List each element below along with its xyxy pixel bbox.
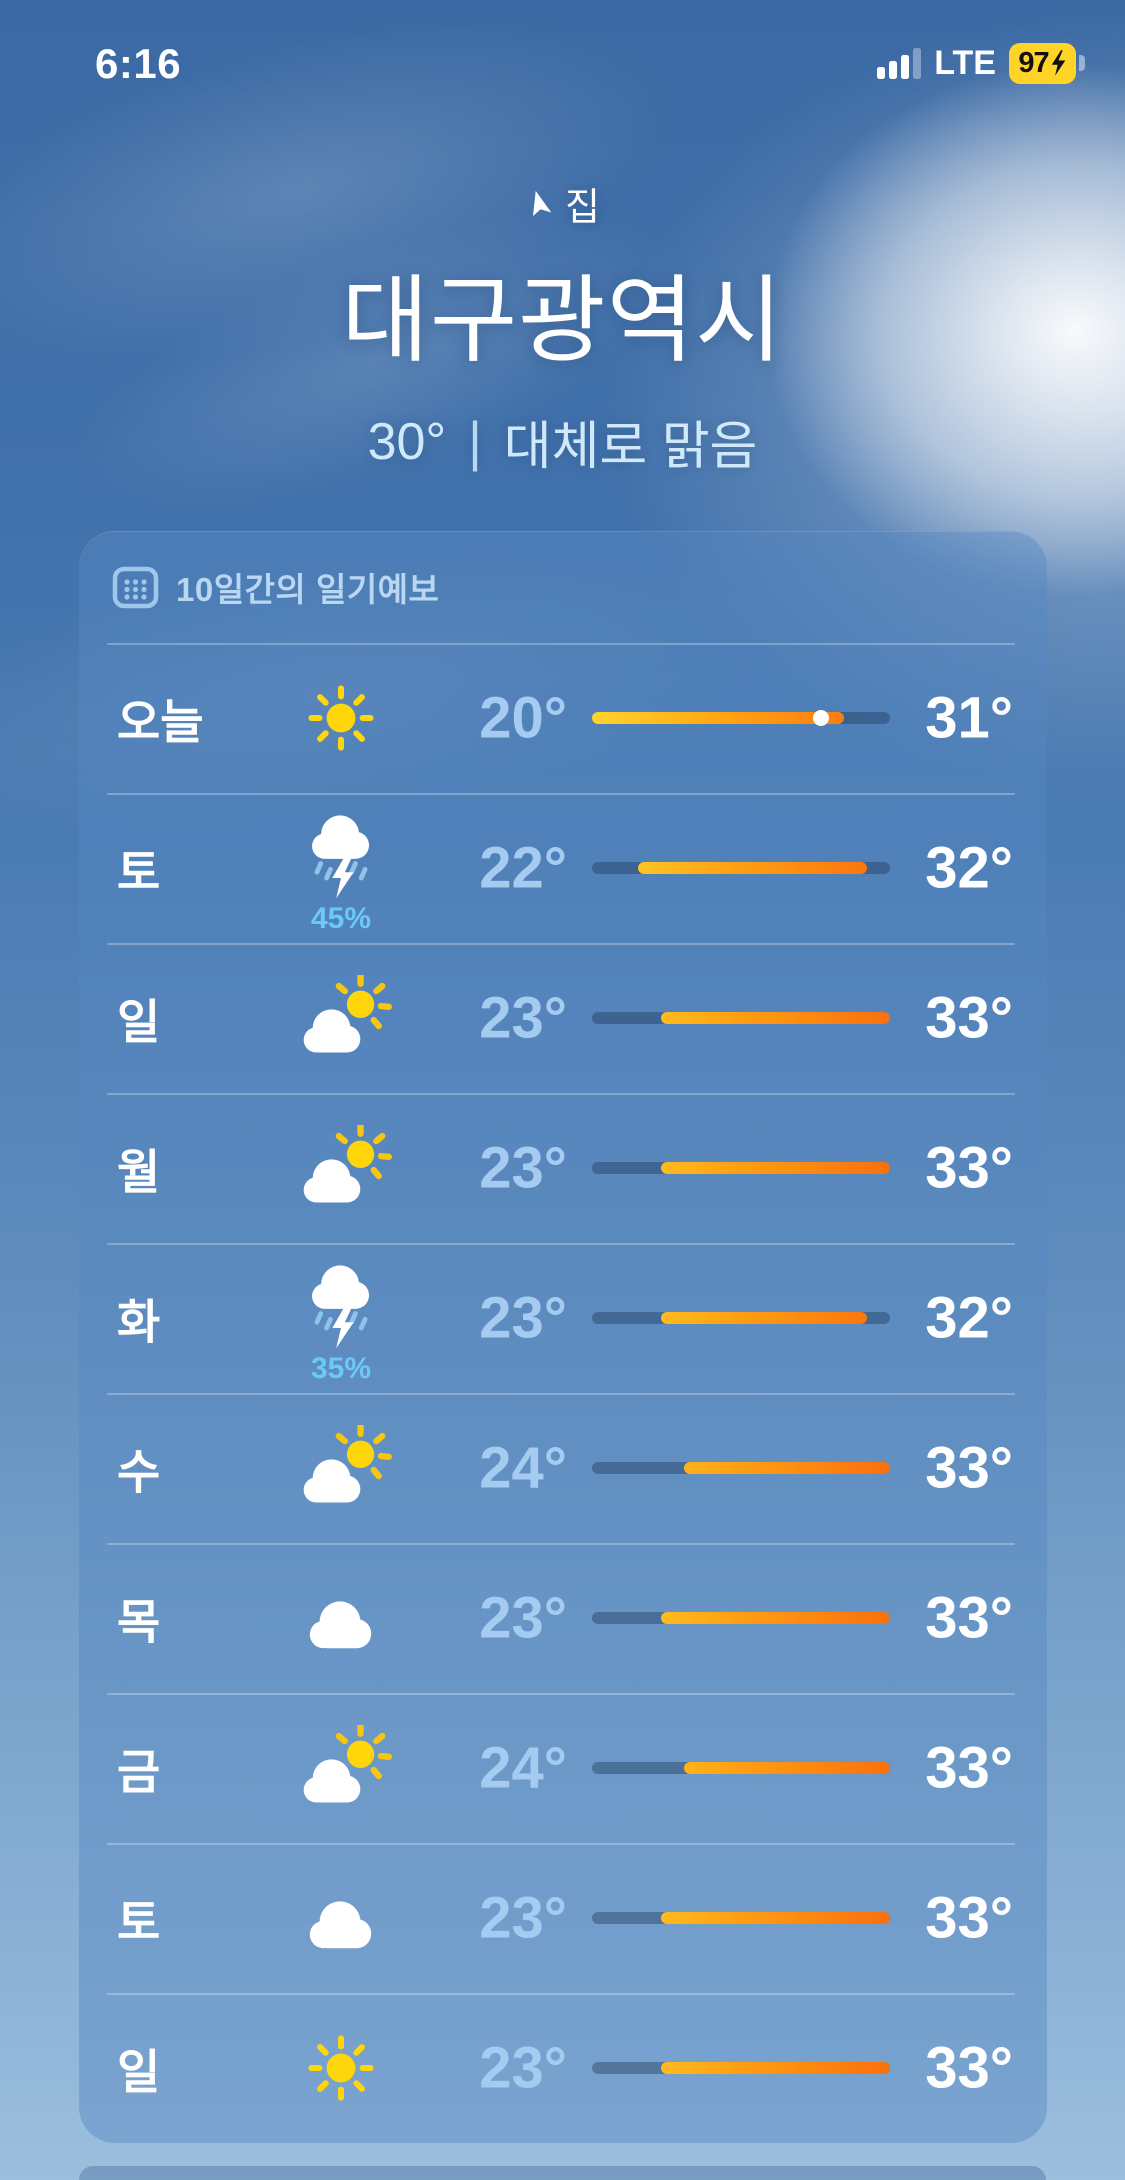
temp-range-bar xyxy=(592,1462,890,1474)
day-label: 목 xyxy=(117,1595,161,1649)
low-temp: 23° xyxy=(479,1885,567,1951)
high-temp: 31° xyxy=(925,685,1013,751)
forecast-row[interactable]: 화 35% 23° 32° xyxy=(79,1243,1047,1393)
temp-range-bar xyxy=(592,710,890,726)
forecast-row[interactable]: 일 23° 33° xyxy=(79,1993,1047,2143)
low-temp: 20° xyxy=(479,685,567,751)
network-type-label: LTE xyxy=(934,43,996,82)
day-label: 월 xyxy=(117,1145,161,1199)
location-label: 집 xyxy=(565,187,600,229)
battery-charging-icon: 97 xyxy=(1009,42,1085,84)
high-temp: 33° xyxy=(925,1885,1013,1951)
condition-text: 대체로 맑음 xyxy=(503,418,758,476)
low-temp: 22° xyxy=(479,835,567,901)
cloud-sun-icon xyxy=(277,1093,405,1243)
day-label: 일 xyxy=(117,995,161,1049)
clock: 6:16 xyxy=(95,40,182,87)
day-label: 토 xyxy=(117,845,161,899)
my-location-tag: 집 xyxy=(0,176,1125,231)
high-temp: 33° xyxy=(925,2035,1013,2101)
forecast-row[interactable]: 토 45% 22° 32° xyxy=(79,793,1047,943)
low-temp: 23° xyxy=(479,1285,567,1351)
battery-percent: 97 xyxy=(1018,46,1049,79)
low-temp: 24° xyxy=(479,1435,567,1501)
temp-range-bar xyxy=(592,1912,890,1924)
current-conditions-summary: 30° | 대체로 맑음 xyxy=(0,404,1125,479)
forecast-row[interactable]: 토 23° 33° xyxy=(79,1843,1047,1993)
summary-separator: | xyxy=(468,411,482,472)
day-label: 수 xyxy=(117,1445,161,1499)
day-label: 화 xyxy=(117,1295,161,1349)
day-label: 오늘 xyxy=(117,695,204,749)
next-card-peek xyxy=(79,2166,1046,2180)
forecast-row[interactable]: 금 24° 33° xyxy=(79,1693,1047,1843)
high-temp: 32° xyxy=(925,1285,1013,1351)
cloud-icon xyxy=(277,1843,405,1993)
temp-range-bar xyxy=(592,862,890,874)
ten-day-forecast-card: 10일간의 일기예보 오늘 20° 31° 토 xyxy=(79,531,1047,2143)
cloud-sun-icon xyxy=(277,1393,405,1543)
charging-bolt-icon xyxy=(1051,50,1065,76)
current-temp-dot xyxy=(813,710,830,726)
forecast-card-title: 10일간의 일기예보 xyxy=(176,571,440,608)
day-label: 일 xyxy=(117,2045,161,2099)
temp-range-bar xyxy=(592,1162,890,1174)
sun-icon xyxy=(277,1993,405,2143)
temp-range-bar xyxy=(592,1012,890,1024)
cloud-sun-icon xyxy=(277,943,405,1093)
high-temp: 33° xyxy=(925,1735,1013,1801)
cellular-signal-icon xyxy=(877,47,922,79)
high-temp: 33° xyxy=(925,1435,1013,1501)
forecast-rows: 오늘 20° 31° 토 45% 22° xyxy=(79,643,1047,2143)
high-temp: 33° xyxy=(925,985,1013,1051)
forecast-card-header: 10일간의 일기예보 xyxy=(79,531,1047,643)
temp-range-bar xyxy=(592,1612,890,1624)
temp-range-bar xyxy=(592,2062,890,2074)
temp-range-bar xyxy=(592,1312,890,1324)
forecast-row[interactable]: 목 23° 33° xyxy=(79,1543,1047,1693)
high-temp: 32° xyxy=(925,835,1013,901)
status-bar: 6:16 LTE 97 xyxy=(0,38,1125,88)
current-temp: 30° xyxy=(367,412,447,471)
forecast-row[interactable]: 수 24° 33° xyxy=(79,1393,1047,1543)
low-temp: 23° xyxy=(479,1135,567,1201)
low-temp: 23° xyxy=(479,985,567,1051)
high-temp: 33° xyxy=(925,1135,1013,1201)
day-label: 토 xyxy=(117,1895,161,1949)
low-temp: 23° xyxy=(479,2035,567,2101)
location-arrow-icon xyxy=(532,190,552,216)
low-temp: 23° xyxy=(479,1585,567,1651)
temp-range-bar xyxy=(592,1762,890,1774)
precipitation-chance: 45% xyxy=(310,902,372,935)
day-label: 금 xyxy=(117,1745,161,1799)
calendar-icon xyxy=(112,566,159,608)
low-temp: 24° xyxy=(479,1735,567,1801)
high-temp: 33° xyxy=(925,1585,1013,1651)
city-name: 대구광역시 xyxy=(341,268,784,374)
forecast-row[interactable]: 오늘 20° 31° xyxy=(79,643,1047,793)
cloud-bolt-rain-icon: 35% xyxy=(277,1243,405,1393)
cloud-bolt-rain-icon: 45% xyxy=(277,793,405,943)
forecast-row[interactable]: 일 23° 33° xyxy=(79,943,1047,1093)
sun-icon xyxy=(277,643,405,793)
precipitation-chance: 35% xyxy=(310,1352,372,1385)
forecast-row[interactable]: 월 23° 33° xyxy=(79,1093,1047,1243)
cloud-sun-icon xyxy=(277,1693,405,1843)
cloud-icon xyxy=(277,1543,405,1693)
